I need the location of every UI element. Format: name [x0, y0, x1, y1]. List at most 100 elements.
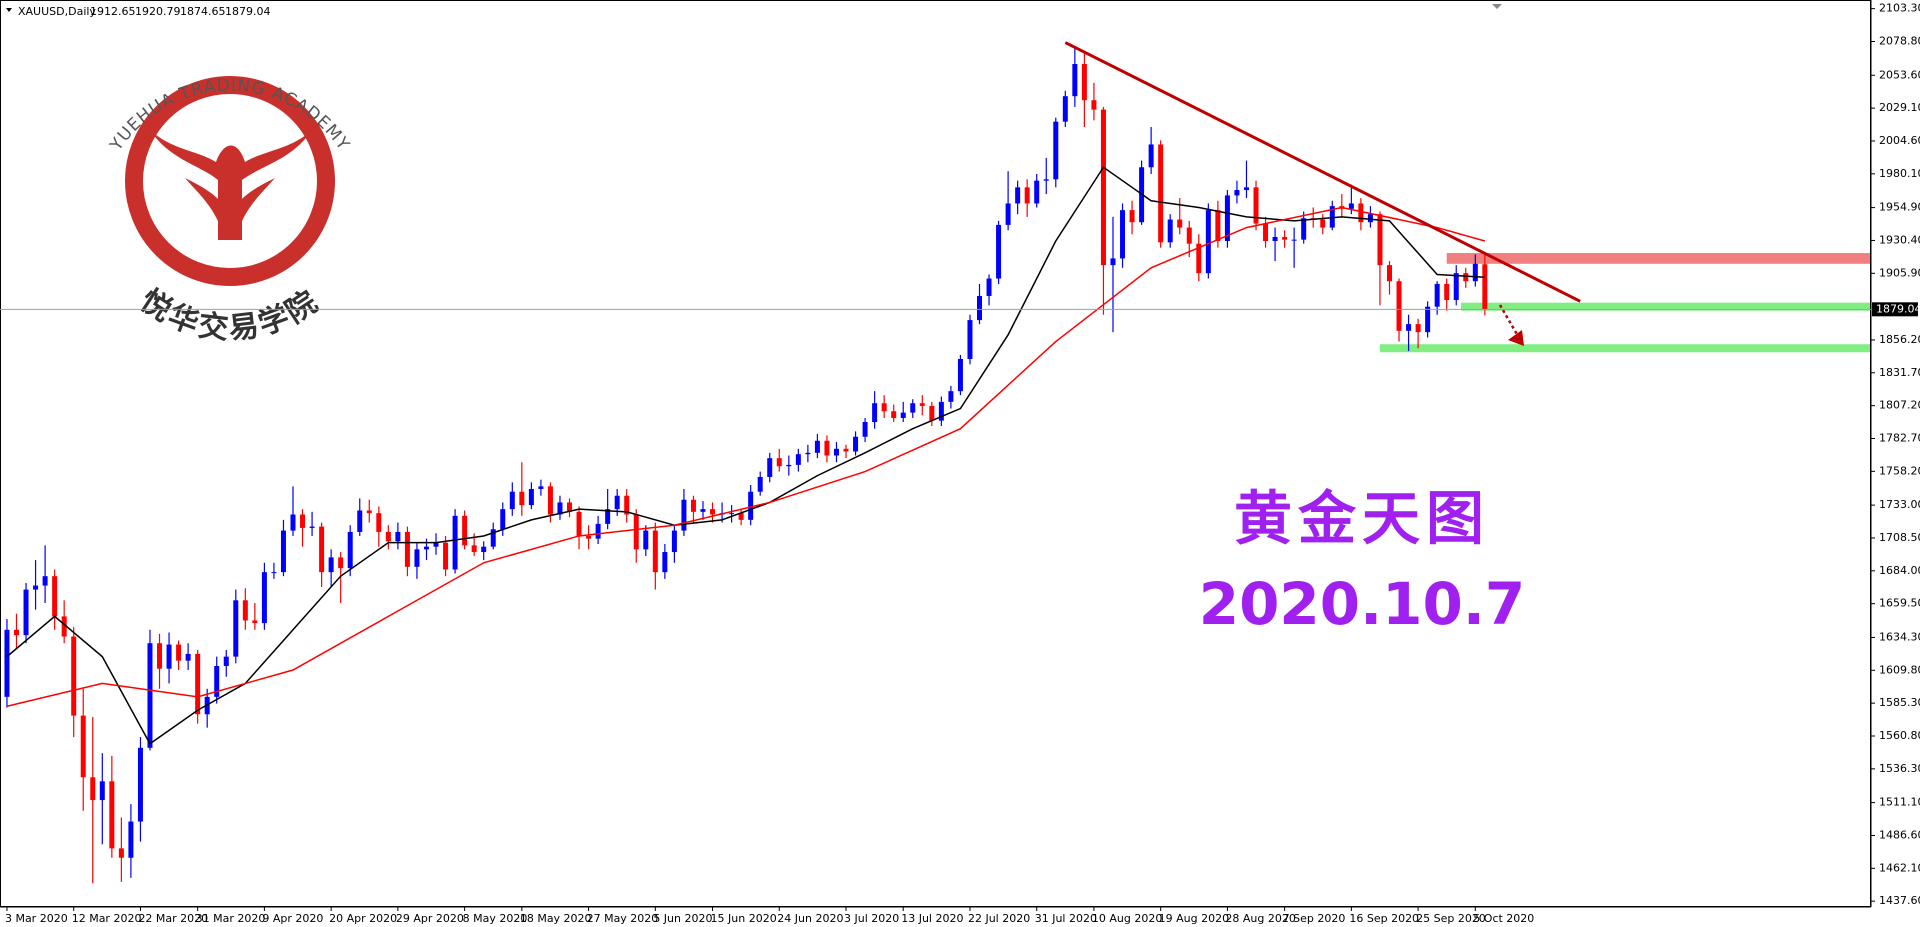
candle-body — [891, 411, 897, 418]
moving-average — [6, 206, 1486, 707]
candle-body — [1120, 210, 1126, 259]
y-tick-label: 2029.10 — [1879, 101, 1920, 114]
candle-body — [23, 589, 29, 636]
candle-body — [1129, 210, 1135, 223]
candle-body — [404, 531, 410, 567]
candle-body — [1272, 236, 1278, 241]
price-label-box — [1872, 302, 1918, 317]
candle-body — [376, 513, 382, 532]
y-tick-label: 1980.10 — [1879, 167, 1920, 180]
candle-body — [938, 401, 944, 421]
candle-body — [52, 576, 58, 617]
candle-body — [90, 777, 96, 801]
candle-body — [528, 489, 534, 506]
x-tick-label: 16 Sep 2020 — [1349, 912, 1419, 925]
candle-body — [977, 295, 983, 321]
y-tick-label: 1486.60 — [1879, 828, 1920, 841]
candle-body — [13, 629, 19, 636]
candle-body — [1110, 258, 1116, 266]
candle-body — [1377, 214, 1383, 266]
candle-body — [662, 552, 668, 573]
arrow-head — [1508, 330, 1524, 346]
candle-body — [967, 320, 973, 359]
candle-body — [767, 458, 773, 477]
candle-body — [1196, 243, 1202, 274]
candle-body — [729, 513, 735, 515]
y-tick-label: 1511.10 — [1879, 796, 1920, 809]
x-tick-label: 22 Jul 2020 — [968, 912, 1030, 925]
zone — [1461, 302, 1871, 311]
x-tick-label: 31 Jul 2020 — [1035, 912, 1097, 925]
candle-body — [4, 629, 10, 697]
x-tick-label: 12 Mar 2020 — [72, 912, 142, 925]
candle-body — [509, 491, 515, 510]
candle-body — [814, 440, 820, 453]
candle-body — [795, 454, 801, 465]
candle-body — [957, 358, 963, 392]
candle-body — [71, 636, 77, 716]
candle-body — [710, 509, 716, 515]
y-tick-label: 2078.80 — [1879, 34, 1920, 47]
candle-body — [1224, 195, 1230, 241]
x-tick-label: 10 Aug 2020 — [1092, 912, 1162, 925]
candle-body — [586, 535, 592, 539]
y-tick-label: 1659.50 — [1879, 597, 1920, 610]
candle-body — [252, 620, 258, 624]
candle-body — [872, 403, 878, 422]
candle-body — [1215, 210, 1221, 241]
moving-average — [6, 166, 1485, 745]
candle-body — [776, 458, 782, 467]
candle-body — [33, 585, 39, 590]
candle-body — [452, 515, 458, 570]
candle-body — [1301, 218, 1307, 240]
x-tick-label: 19 Aug 2020 — [1159, 912, 1229, 925]
x-tick-label: 7 Sep 2020 — [1283, 912, 1346, 925]
zone — [1446, 253, 1871, 264]
candle-body — [1234, 190, 1240, 196]
candle-body — [1329, 206, 1335, 228]
candle-body — [290, 514, 296, 531]
candle-body — [833, 448, 839, 456]
x-tick-label: 25 Sep 2020 — [1416, 912, 1486, 925]
x-tick-label: 29 Apr 2020 — [396, 912, 464, 925]
header-close: 1879.04 — [225, 5, 271, 18]
header-icon — [6, 8, 12, 12]
candle-body — [1425, 306, 1431, 333]
candle-body — [1177, 219, 1183, 228]
candle-body — [652, 530, 658, 573]
candle-body — [605, 509, 611, 524]
candle-body — [595, 523, 601, 539]
y-tick-label: 1708.50 — [1879, 531, 1920, 544]
candle-body — [214, 666, 220, 697]
y-tick-label: 1856.20 — [1879, 333, 1920, 346]
y-tick-label: 1782.70 — [1879, 431, 1920, 444]
candle-body — [309, 526, 315, 528]
candle-body — [471, 545, 477, 553]
candle-body — [347, 531, 353, 569]
candle-body — [42, 576, 48, 586]
x-tick-label: 13 Jul 2020 — [901, 912, 963, 925]
candle-body — [1100, 109, 1106, 266]
candle-body — [61, 616, 67, 637]
x-tick-label: 20 Apr 2020 — [329, 912, 397, 925]
candle-body — [80, 715, 86, 778]
price-label: 1879.04 — [1876, 302, 1920, 315]
zone — [1379, 344, 1871, 353]
y-tick-label: 1807.20 — [1879, 399, 1920, 412]
candle-body — [433, 542, 439, 547]
candle-body — [1158, 144, 1164, 243]
candle-body — [1167, 219, 1173, 243]
x-tick-label: 18 May 2020 — [520, 912, 592, 925]
candle-body — [948, 391, 954, 402]
candle-body — [300, 514, 306, 528]
candle-body — [996, 224, 1002, 279]
logo-ring — [125, 76, 335, 286]
candle-body — [1406, 324, 1412, 331]
candle-body — [1482, 264, 1488, 310]
y-tick-label: 1831.70 — [1879, 366, 1920, 379]
candle-body — [319, 526, 325, 573]
candle-body — [690, 499, 696, 512]
plot — [4, 41, 1871, 884]
candle-body — [280, 530, 286, 573]
